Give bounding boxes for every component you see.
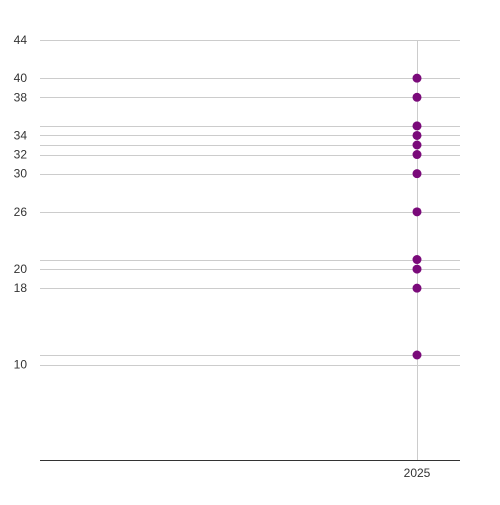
data-point[interactable] xyxy=(412,92,422,102)
data-point[interactable] xyxy=(412,255,422,265)
y-tick-label: 38 xyxy=(14,90,28,104)
data-point[interactable] xyxy=(412,140,422,150)
gridlines xyxy=(40,40,460,460)
data-point[interactable] xyxy=(412,283,422,293)
data-point[interactable] xyxy=(412,169,422,179)
data-point[interactable] xyxy=(412,73,422,83)
y-tick-label: 20 xyxy=(14,262,28,276)
y-tick-label: 44 xyxy=(14,33,28,47)
y-tick-label: 34 xyxy=(14,128,28,142)
y-tick-label: 40 xyxy=(14,71,28,85)
y-tick-label: 26 xyxy=(14,205,28,219)
data-point[interactable] xyxy=(412,121,422,131)
data-point[interactable] xyxy=(412,130,422,140)
tick-labels: 10 18 20 26 30 32 34 38 40 44 2025 xyxy=(14,33,431,480)
y-tick-label: 32 xyxy=(14,148,28,162)
data-points xyxy=(412,73,422,360)
data-point[interactable] xyxy=(412,350,422,360)
x-tick-label: 2025 xyxy=(404,466,431,480)
data-point[interactable] xyxy=(412,264,422,274)
y-tick-label: 18 xyxy=(14,281,28,295)
y-tick-label: 10 xyxy=(14,358,28,372)
y-tick-label: 30 xyxy=(14,167,28,181)
data-point[interactable] xyxy=(412,150,422,160)
data-point[interactable] xyxy=(412,207,422,217)
